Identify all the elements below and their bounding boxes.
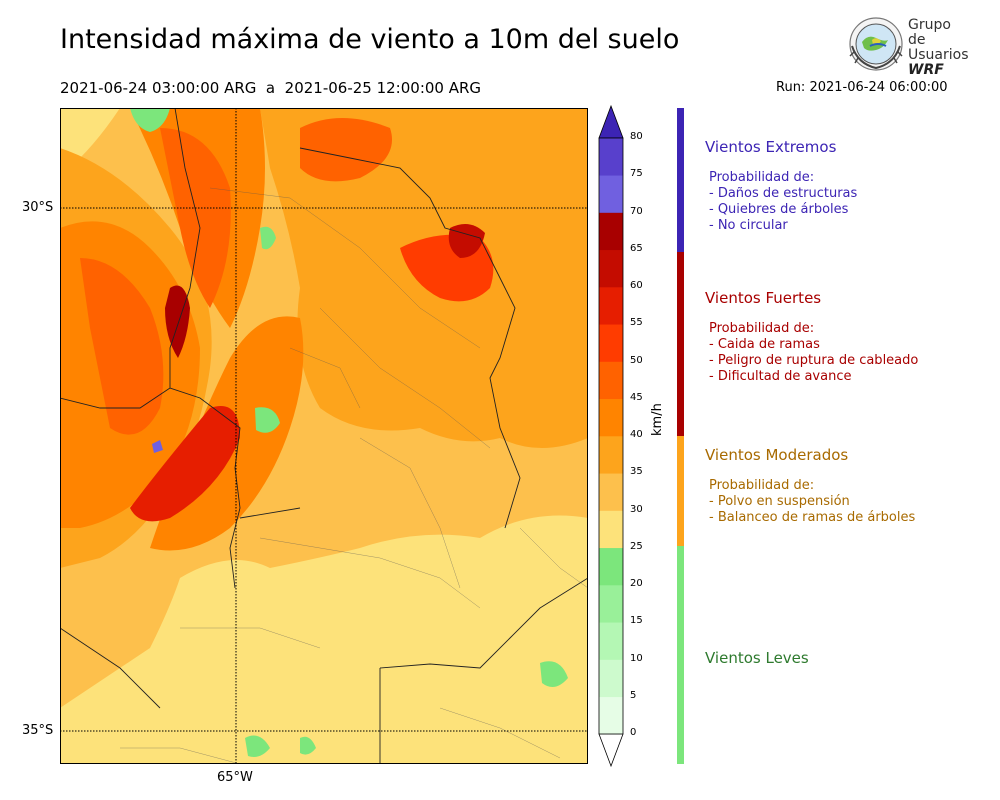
map-frame [60, 108, 588, 764]
wind-intensity-map [60, 108, 588, 764]
wind-field-60-65-core [165, 285, 190, 358]
colorbar-unit-label: km/h [650, 403, 665, 436]
colorbar-tick-label: 60 [630, 280, 643, 291]
forecast-period: 2021-06-24 03:00:00 ARG a 2021-06-25 12:… [60, 79, 482, 97]
legend-moderados-line: - Polvo en suspensión [709, 494, 850, 509]
wind-field-50-55-north [160, 128, 231, 308]
district-borders [120, 187, 588, 764]
legend-extremos-line: Probabilidad de: [709, 170, 815, 185]
run-time: Run: 2021-06-24 06:00:00 [776, 80, 948, 95]
colorbar-tick-label: 20 [630, 578, 643, 589]
colorbar-segment [599, 510, 623, 549]
legend-moderados-line: - Balanceo de ramas de árboles [709, 510, 916, 525]
globe-logo-icon [849, 17, 903, 71]
wind-field-20-25-patch [255, 407, 280, 433]
wind-field-25-30-north [60, 108, 120, 168]
wind-field-65-70-spot [152, 440, 163, 453]
colorbar-segment [599, 361, 623, 400]
wind-field-20-25-patch [245, 735, 270, 757]
wind-field-20-25-patch [540, 661, 568, 687]
lat-label-30s: 30°S [22, 200, 54, 215]
colorbar-tick-label: 5 [630, 689, 637, 701]
grupo-usuarios-wrf-logo: Grupo de Usuarios WRF [848, 16, 972, 78]
colorbar-tick-label: 40 [630, 429, 643, 440]
wind-field-50-55-west [80, 258, 164, 435]
map-title: Intensidad máxima de viento a 10m del su… [60, 24, 680, 55]
wind-speed-colorbar [598, 104, 624, 768]
colorbar-tick-label: 55 [630, 317, 643, 329]
colorbar-extend-top [598, 104, 624, 139]
colorbar-segment [599, 473, 623, 511]
colorbar-tick-label: 50 [630, 354, 643, 366]
legend-fuertes: Vientos Fuertes Probabilidad de: - Caida… [705, 289, 918, 385]
wind-field-50-55-northridge [300, 118, 392, 182]
legend-leves: Vientos Leves [705, 649, 809, 681]
colorbar-segment [599, 212, 623, 251]
logo-text: Grupo de Usuarios WRF [908, 18, 972, 78]
colorbar-segment [599, 398, 623, 437]
legend-fuertes-title: Vientos Fuertes [705, 289, 822, 307]
logo-line-1: Grupo de [908, 17, 951, 48]
colorbar-tick-label: 35 [630, 466, 643, 478]
legend-bar-fuertes [677, 252, 684, 436]
colorbar-segment [599, 622, 623, 660]
wind-field-55-60-ridge [130, 406, 240, 522]
colorbar-tick-label: 70 [630, 205, 643, 217]
legend-bar-extremos [677, 108, 684, 252]
colorbar-segment [599, 659, 623, 698]
legend-extremos-line: - No circular [709, 218, 788, 233]
wind-field-20-25-patch [300, 736, 316, 755]
colorbar-tick-label: 80 [630, 131, 643, 142]
wind-field-60-65-east [448, 224, 485, 258]
legend-fuertes-line: - Peligro de ruptura de cableado [709, 353, 919, 368]
wind-field-20-25-patch [260, 226, 276, 250]
legend-fuertes-line: - Caida de ramas [709, 337, 820, 352]
legend-bar-leves [677, 546, 684, 764]
colorbar-extend-bottom [598, 733, 624, 768]
legend-moderados-line: Probabilidad de: [709, 478, 815, 493]
colorbar-tick-label: 0 [630, 727, 637, 738]
logo-line-2: Usuarios [908, 47, 969, 63]
colorbar-segment [599, 249, 623, 288]
colorbar-tick-label: 45 [630, 391, 643, 403]
wind-field-25-30 [60, 515, 588, 764]
legend-extremos-title: Vientos Extremos [705, 138, 837, 156]
colorbar-segment [599, 324, 623, 362]
colorbar-tick-label: 10 [630, 652, 643, 664]
colorbar-tick-label: 15 [630, 615, 643, 627]
legend-extremos-line: - Quiebres de árboles [709, 202, 849, 217]
lon-label-65w: 65°W [217, 770, 253, 785]
legend-leves-title: Vientos Leves [705, 649, 809, 667]
province-borders [60, 108, 588, 764]
legend-fuertes-line: Probabilidad de: [709, 321, 815, 336]
colorbar-segment [599, 175, 623, 213]
colorbar-segment [599, 138, 623, 176]
colorbar-segment [599, 287, 623, 325]
legend-moderados: Vientos Moderados Probabilidad de: - Pol… [705, 446, 915, 526]
lat-label-35s: 35°S [22, 723, 54, 738]
colorbar-tick-label: 75 [630, 168, 643, 180]
legend-bar-moderados [677, 436, 684, 546]
legend-extremos: Vientos Extremos Probabilidad de: - Daño… [705, 138, 857, 234]
legend-moderados-title: Vientos Moderados [705, 446, 849, 464]
legend-extremos-line: - Daños de estructuras [709, 186, 858, 201]
colorbar-tick-label: 25 [630, 540, 643, 552]
colorbar-segment [599, 696, 623, 735]
colorbar-tick-label: 65 [630, 242, 643, 254]
colorbar-frame [598, 137, 624, 735]
logo-line-3: WRF [908, 62, 944, 78]
wind-field-20-25-patch [130, 108, 170, 132]
legend-fuertes-line: - Dificultad de avance [709, 369, 852, 384]
colorbar-segment [599, 585, 623, 623]
colorbar-segment [599, 436, 623, 474]
colorbar-segment [599, 547, 623, 586]
colorbar-tick-label: 30 [630, 503, 643, 515]
